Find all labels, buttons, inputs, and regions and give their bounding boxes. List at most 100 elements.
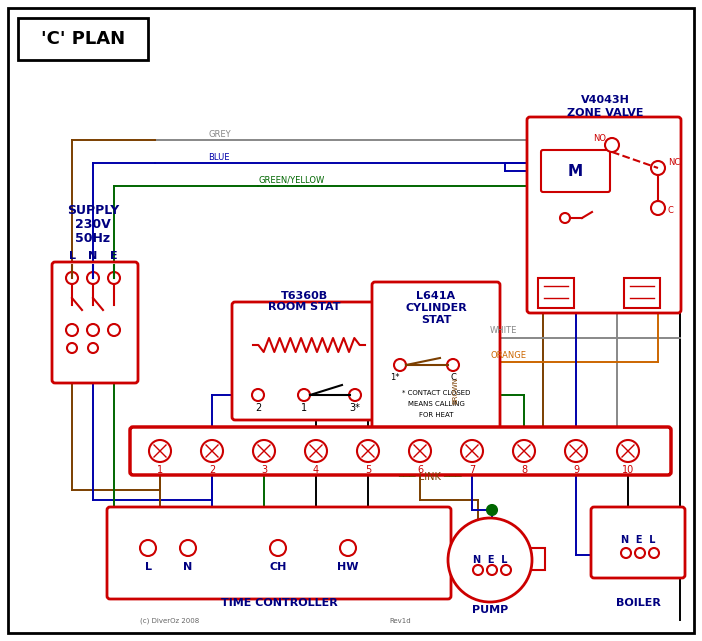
Text: CH: CH [270,562,286,572]
Text: GREEN/YELLOW: GREEN/YELLOW [258,176,324,185]
Text: 1: 1 [157,465,163,475]
Text: N  E  L: N E L [472,555,508,565]
Circle shape [298,389,310,401]
Circle shape [617,440,639,462]
Circle shape [349,389,361,401]
Text: 8: 8 [521,465,527,475]
Circle shape [305,440,327,462]
Text: MEANS CALLING: MEANS CALLING [408,401,465,407]
Text: CYLINDER: CYLINDER [405,303,467,313]
Text: C: C [668,206,674,215]
Circle shape [180,540,196,556]
Text: E: E [110,251,118,261]
FancyBboxPatch shape [519,548,545,570]
Text: L: L [145,562,152,572]
Circle shape [605,138,619,152]
Text: ORANGE: ORANGE [490,351,526,360]
FancyBboxPatch shape [372,282,500,448]
Circle shape [108,272,120,284]
Text: PUMP: PUMP [472,605,508,615]
Text: GREY: GREY [208,129,231,138]
Circle shape [66,324,78,336]
Circle shape [560,213,570,223]
Circle shape [87,324,99,336]
Circle shape [87,272,99,284]
Text: V4043H: V4043H [581,95,630,105]
Text: L641A: L641A [416,291,456,301]
Circle shape [473,565,483,575]
Circle shape [140,540,156,556]
Text: WHITE: WHITE [490,326,517,335]
Text: TIME CONTROLLER: TIME CONTROLLER [220,598,338,608]
Text: 9: 9 [573,465,579,475]
Text: FOR HEAT: FOR HEAT [419,412,453,418]
FancyBboxPatch shape [52,262,138,383]
FancyBboxPatch shape [591,507,685,578]
FancyBboxPatch shape [232,302,376,420]
FancyBboxPatch shape [18,18,148,60]
Text: 3*: 3* [350,403,360,413]
Circle shape [340,540,356,556]
Text: 2: 2 [255,403,261,413]
Text: L: L [69,251,76,261]
Text: NO: NO [593,133,607,142]
Circle shape [461,440,483,462]
Text: 'C' PLAN: 'C' PLAN [41,30,125,48]
Circle shape [621,548,631,558]
Circle shape [108,324,120,336]
Text: 7: 7 [469,465,475,475]
FancyBboxPatch shape [527,117,681,313]
Circle shape [513,440,535,462]
Circle shape [649,548,659,558]
Text: Rev1d: Rev1d [389,618,411,624]
Circle shape [357,440,379,462]
FancyBboxPatch shape [435,548,461,570]
Text: 2: 2 [209,465,215,475]
Text: 230V: 230V [75,217,111,231]
Text: HW: HW [337,562,359,572]
FancyBboxPatch shape [130,427,671,475]
FancyBboxPatch shape [624,278,660,308]
Circle shape [447,359,459,371]
Text: ROOM STAT: ROOM STAT [267,302,340,312]
FancyBboxPatch shape [538,278,574,308]
Text: 5: 5 [365,465,371,475]
FancyBboxPatch shape [541,150,610,192]
Text: M: M [567,163,583,178]
Text: 10: 10 [622,465,634,475]
Text: ZONE VALVE: ZONE VALVE [567,108,643,118]
Text: SUPPLY: SUPPLY [67,203,119,217]
Text: N  E  L: N E L [621,535,655,545]
Text: (c) DiverOz 2008: (c) DiverOz 2008 [140,618,199,624]
Text: T6360B: T6360B [280,291,328,301]
Circle shape [487,565,497,575]
Circle shape [253,440,275,462]
Circle shape [651,161,665,175]
Circle shape [651,201,665,215]
Text: 4: 4 [313,465,319,475]
Text: 1*: 1* [390,372,399,381]
Circle shape [487,505,497,515]
Circle shape [67,343,77,353]
Text: 3: 3 [261,465,267,475]
Circle shape [635,548,645,558]
Circle shape [565,440,587,462]
Text: N: N [183,562,192,572]
Text: STAT: STAT [420,315,451,325]
Text: 1: 1 [301,403,307,413]
FancyBboxPatch shape [107,507,451,599]
Text: N: N [88,251,98,261]
Circle shape [448,518,532,602]
Text: BOILER: BOILER [616,598,661,608]
FancyBboxPatch shape [8,8,694,633]
Text: C: C [450,372,456,381]
Text: 50Hz: 50Hz [75,231,110,244]
Text: BROWN: BROWN [452,376,458,403]
Circle shape [88,343,98,353]
Text: ─── LINK ───: ─── LINK ─── [398,472,462,482]
Circle shape [252,389,264,401]
Circle shape [149,440,171,462]
Circle shape [409,440,431,462]
Circle shape [66,272,78,284]
Text: BLUE: BLUE [208,153,230,162]
